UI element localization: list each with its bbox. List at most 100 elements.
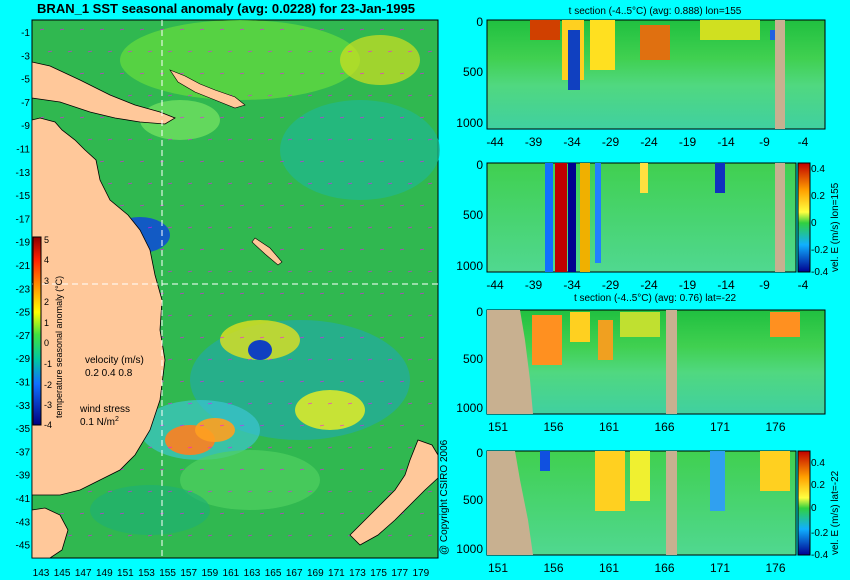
velocity-arrow bbox=[179, 28, 185, 31]
velocity-arrow bbox=[387, 358, 393, 361]
tick-label: 155 bbox=[159, 568, 176, 579]
velocity-arrow bbox=[427, 50, 433, 53]
land-solomon bbox=[169, 69, 246, 109]
velocity-arrow bbox=[327, 182, 333, 185]
velocity-arrow bbox=[347, 358, 353, 361]
cbar-tick: 0 bbox=[811, 503, 817, 514]
land-new-guinea bbox=[31, 61, 176, 125]
velocity-arrow bbox=[339, 248, 345, 251]
velocity-arrow bbox=[179, 292, 185, 295]
velocity-arrow bbox=[419, 336, 425, 339]
velocity-arrow bbox=[307, 490, 313, 493]
section-3-title: t section (-4..5°C) (avg: 0.76) lat=-22 bbox=[574, 293, 737, 304]
velocity-arrow bbox=[207, 314, 213, 317]
velocity-arrow bbox=[339, 28, 345, 31]
section-panel-1: t section (-4..5°C) (avg: 0.888) lon=155… bbox=[456, 6, 826, 149]
velocity-arrow bbox=[307, 314, 313, 317]
velocity-arrow bbox=[339, 72, 345, 75]
velocity-arrow bbox=[207, 358, 213, 361]
velocity-arrow bbox=[247, 50, 253, 53]
section-2-cbar-ticks: 0.4 0.2 0 -0.2 -0.4 bbox=[811, 164, 829, 278]
velocity-arrow bbox=[119, 72, 125, 75]
cbar-tick: -0.2 bbox=[811, 528, 829, 539]
tick-label: -23 bbox=[16, 284, 31, 295]
velocity-arrow bbox=[167, 534, 173, 537]
section-3-x-ticks: 151 156 161 166 171 176 bbox=[488, 420, 786, 434]
velocity-arrow bbox=[147, 226, 153, 229]
velocity-arrow bbox=[167, 402, 173, 405]
velocity-arrow bbox=[327, 490, 333, 493]
tick-label: -29 bbox=[602, 278, 620, 292]
velocity-arrow bbox=[327, 50, 333, 53]
velocity-arrow bbox=[379, 468, 385, 471]
tick-label: 171 bbox=[710, 420, 730, 434]
velocity-arrow bbox=[319, 468, 325, 471]
velocity-arrow bbox=[199, 512, 205, 515]
velocity-arrow bbox=[367, 226, 373, 229]
velocity-arrow bbox=[307, 402, 313, 405]
velocity-arrow bbox=[427, 138, 433, 141]
cbar-tick: 5 bbox=[44, 235, 49, 245]
velocity-arrow bbox=[267, 270, 273, 273]
tick-label: 161 bbox=[599, 561, 619, 575]
tick-label: 176 bbox=[765, 561, 785, 575]
velocity-arrow bbox=[187, 182, 193, 185]
velocity-arrow bbox=[339, 380, 345, 383]
velocity-arrow bbox=[259, 292, 265, 295]
velocity-arrow bbox=[287, 358, 293, 361]
velocity-arrow bbox=[259, 512, 265, 515]
velocity-arrow bbox=[239, 292, 245, 295]
velocity-arrow bbox=[367, 138, 373, 141]
velocity-arrow bbox=[267, 226, 273, 229]
tick-label: 171 bbox=[328, 568, 345, 579]
tick-label: 156 bbox=[543, 420, 563, 434]
tick-label: -4 bbox=[798, 135, 809, 149]
cbar-tick: 3 bbox=[44, 276, 49, 286]
velocity-arrow bbox=[67, 50, 73, 53]
velocity-arrow bbox=[387, 182, 393, 185]
velocity-arrow bbox=[187, 226, 193, 229]
velocity-arrow bbox=[319, 28, 325, 31]
velocity-arrow bbox=[139, 512, 145, 515]
velocity-arrow bbox=[127, 94, 133, 97]
velocity-arrow bbox=[407, 226, 413, 229]
velocity-arrow bbox=[127, 490, 133, 493]
tick-label: -39 bbox=[525, 135, 543, 149]
velocity-arrow bbox=[347, 138, 353, 141]
velocity-arrow bbox=[359, 28, 365, 31]
velocity-arrow bbox=[427, 490, 433, 493]
velocity-arrow bbox=[179, 72, 185, 75]
velocity-arrow bbox=[219, 512, 225, 515]
velocity-arrow bbox=[299, 72, 305, 75]
velocity-arrow bbox=[139, 160, 145, 163]
velocity-arrow bbox=[299, 424, 305, 427]
tick-label: 157 bbox=[180, 568, 197, 579]
velocity-arrow bbox=[239, 380, 245, 383]
tick-label: -29 bbox=[16, 354, 31, 365]
y-tick: 0 bbox=[476, 15, 483, 29]
velocity-arrow bbox=[347, 270, 353, 273]
land-australia bbox=[31, 117, 166, 496]
velocity-arrow bbox=[407, 138, 413, 141]
velocity-arrow bbox=[307, 50, 313, 53]
velocity-arrow bbox=[227, 534, 233, 537]
tick-label: -24 bbox=[640, 135, 658, 149]
land-tasmania bbox=[31, 507, 69, 559]
tick-label: 176 bbox=[765, 420, 785, 434]
velocity-arrow bbox=[267, 402, 273, 405]
cbar-tick: -0.4 bbox=[811, 550, 829, 561]
velocity-arrow bbox=[187, 402, 193, 405]
velocity-arrow bbox=[219, 160, 225, 163]
section-4-colorbar bbox=[797, 450, 811, 556]
velocity-arrow bbox=[147, 490, 153, 493]
section-2-colorbar bbox=[797, 162, 811, 273]
tick-label: -34 bbox=[563, 278, 581, 292]
tick-label: 145 bbox=[54, 568, 71, 579]
velocity-arrow bbox=[379, 72, 385, 75]
velocity-arrow bbox=[327, 226, 333, 229]
velocity-arrow bbox=[167, 138, 173, 141]
velocity-legend-label: velocity (m/s) bbox=[85, 355, 144, 366]
velocity-arrow bbox=[179, 512, 185, 515]
velocity-arrow bbox=[167, 446, 173, 449]
section-panel-2: vel. E (m/s) lon=155 0.4 0.2 0 -0.2 -0.4… bbox=[456, 158, 841, 292]
